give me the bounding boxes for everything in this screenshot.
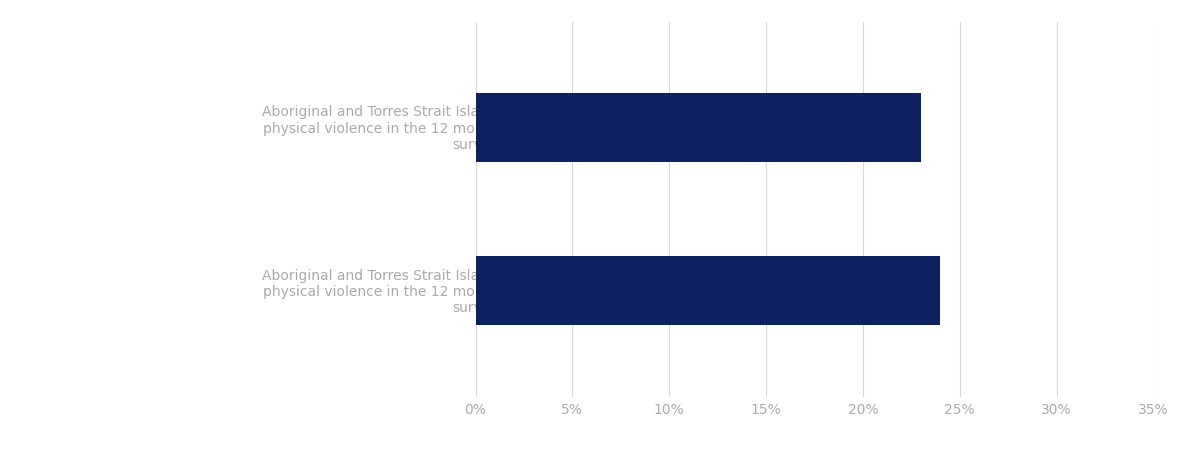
Text: Aboriginal and Torres Strait Islander women who experienced
physical violence in: Aboriginal and Torres Strait Islander wo… bbox=[262, 268, 689, 314]
Bar bbox=[476, 94, 922, 162]
Text: Aboriginal and Torres Strait Islander women who experienced
physical violence in: Aboriginal and Torres Strait Islander wo… bbox=[262, 105, 689, 152]
Bar bbox=[476, 257, 940, 325]
